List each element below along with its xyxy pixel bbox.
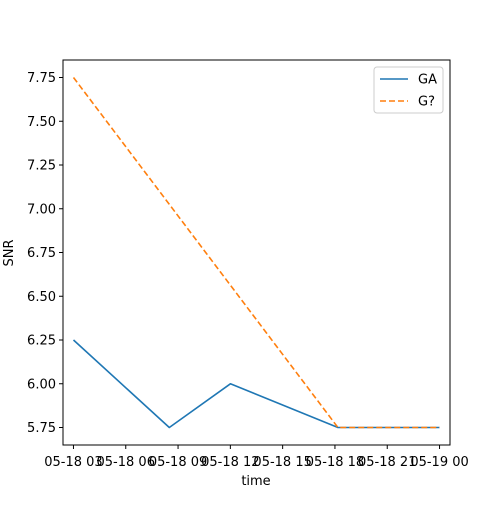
y-tick-label: 7.00 (27, 202, 56, 217)
y-axis-label: SNR (2, 239, 17, 266)
x-tick-label: 05-18 21 (358, 455, 416, 470)
x-tick-label: 05-18 06 (97, 455, 155, 470)
y-axis: 5.75 6.00 6.25 6.50 6.75 7.00 7.25 7.50 7.75 (27, 71, 63, 436)
legend-label: GA (418, 73, 437, 88)
x-tick-label: 05-19 00 (410, 455, 468, 470)
x-tick-label: 05-18 09 (149, 455, 207, 470)
y-tick-label: 5.75 (27, 421, 56, 436)
x-tick-label: 05-18 12 (201, 455, 259, 470)
y-tick-label: 6.50 (27, 290, 56, 305)
y-tick-label: 7.50 (27, 115, 56, 130)
y-tick-label: 6.25 (27, 334, 56, 349)
legend: GA G? (373, 66, 444, 114)
y-tick-label: 6.00 (27, 377, 56, 392)
y-tick-label: 7.25 (27, 159, 56, 174)
y-tick-label: 7.75 (27, 71, 56, 86)
y-tick-label: 6.75 (27, 246, 56, 261)
legend-label: G? (418, 95, 435, 110)
series-line-2 (72, 77, 440, 429)
series-layer (72, 77, 440, 429)
x-tick-label: 05-18 03 (44, 455, 102, 470)
x-tick-label: 05-18 15 (253, 455, 311, 470)
x-tick-label: 05-18 18 (306, 455, 364, 470)
x-axis-label: time (241, 474, 270, 489)
